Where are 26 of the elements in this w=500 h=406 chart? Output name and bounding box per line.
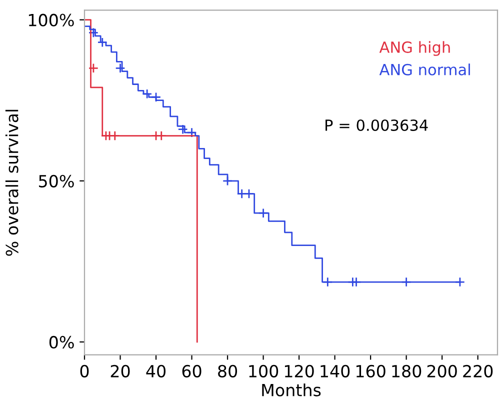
point (142, 88, 152, 99)
point (97, 37, 108, 48)
x-tick-label: 140 (320, 364, 350, 378)
x-tick-label: 100 (249, 364, 278, 378)
x-axis-title: Months (262, 383, 321, 396)
x-tick-label: 160 (356, 364, 386, 378)
point (88, 63, 99, 74)
x-tick-label: 120 (284, 364, 314, 378)
text: ANG normal (379, 64, 470, 76)
point (115, 63, 126, 74)
y-tick-label: 50% (39, 174, 74, 188)
y-tick-label: 0% (49, 336, 74, 349)
y-axis-title: % overall survival (5, 110, 18, 256)
x-tick-label: 40 (146, 364, 166, 378)
text: ANG high (379, 41, 450, 56)
x-tick-label: 0 (80, 364, 89, 378)
y-tick-label: 100% (28, 14, 74, 26)
x-tick-label: 220 (463, 364, 493, 378)
annotation: P = 0.003634 (326, 119, 428, 132)
x-tick-label: 20 (110, 364, 130, 378)
x-tick-label: 60 (182, 364, 202, 378)
x-tick-label: 180 (392, 364, 422, 378)
x-tick-label: 200 (427, 364, 457, 378)
x-tick-label: 80 (218, 364, 238, 378)
point (178, 124, 188, 134)
point (88, 28, 99, 38)
